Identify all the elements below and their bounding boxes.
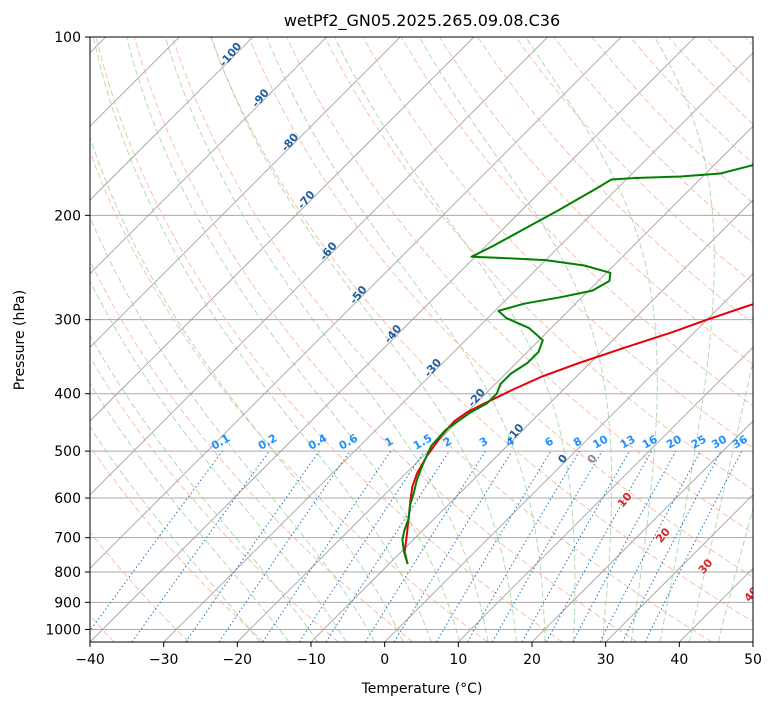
y-axis-label: Pressure (hPa) (12, 290, 28, 390)
isotherm-line (90, 37, 327, 275)
mixing-ratio-line (644, 450, 743, 642)
plot-frame (89, 36, 754, 643)
x-tick-label: 50 (744, 652, 762, 668)
mixing-ratio-line (572, 450, 677, 642)
y-tick-label: 700 (54, 531, 81, 547)
dry-adiabat-line (286, 37, 753, 534)
x-axis-label: Temperature (°C) (361, 681, 483, 697)
dry-adiabat-line (439, 37, 753, 365)
isotherm-line (90, 37, 622, 569)
mixing-ratio-line (521, 450, 630, 642)
dry-adiabat-line (90, 150, 488, 642)
series-layer (401, 163, 753, 565)
moist-adiabat-line (90, 426, 261, 642)
y-tick-label: 300 (54, 313, 81, 329)
x-tick-label: 40 (670, 652, 688, 668)
mixing-ratio-line (131, 450, 270, 642)
moist-adiabat-label: 40 (742, 584, 762, 604)
temperature-profile-line (403, 303, 753, 565)
x-tick-label: 10 (449, 652, 467, 668)
isotherm-line (163, 52, 753, 642)
x-tick-label: 30 (597, 652, 615, 668)
moist-adiabat-line (210, 37, 517, 642)
y-tick-label: 400 (54, 387, 81, 403)
moist-adiabat-line (688, 359, 753, 642)
dry-adiabat-line (95, 37, 563, 642)
mixing-ratio-line (393, 450, 513, 642)
x-tick-label: −40 (75, 652, 105, 668)
dry-adiabat-line (90, 259, 414, 642)
isotherm-line (531, 420, 753, 642)
isotherm-line (90, 37, 696, 642)
mixing-ratio-line (545, 450, 653, 642)
y-tick-label: 800 (54, 565, 81, 581)
dry-adiabat-line (248, 37, 753, 578)
mixing-ratio-line (90, 450, 223, 632)
isotherm-line (458, 346, 753, 642)
isotherm-line (384, 273, 753, 642)
x-tick-label: 0 (380, 652, 389, 668)
y-axis: 100 200 300 400 500 600 700 800 900 1000 (45, 30, 90, 638)
mixing-ratio-line (185, 450, 320, 642)
moist-adiabat-line (90, 382, 290, 642)
y-tick-label: 100 (54, 30, 81, 46)
x-axis: −40 −30 −20 −10 0 10 20 30 40 50 (75, 642, 762, 668)
isotherm-line (90, 37, 475, 422)
isotherm-line (605, 494, 753, 642)
dry-adiabat-line (515, 37, 753, 284)
y-tick-label: 900 (54, 595, 81, 611)
dry-adiabat-line (400, 37, 753, 407)
moist-adiabat-line (164, 37, 489, 642)
grid-layer (90, 37, 753, 642)
x-tick-label: −10 (296, 652, 326, 668)
x-tick-label: −30 (149, 652, 179, 668)
moist-adiabat-line (525, 37, 658, 642)
dry-adiabat-line (210, 37, 753, 623)
moist-adiabat-line (418, 37, 613, 642)
moist-adiabat-line (334, 37, 576, 642)
dry-adiabat-line (171, 37, 712, 642)
dewpoint-profile-line (401, 163, 753, 565)
moist-adiabat-line (90, 216, 376, 642)
isotherm-line (90, 37, 548, 496)
mixing-ratio-line (298, 450, 425, 642)
dry-adiabat-line (90, 356, 339, 642)
y-tick-label: 500 (54, 444, 81, 460)
moist-adiabat-line (266, 37, 546, 642)
x-tick-label: 20 (523, 652, 541, 668)
moist-adiabat-line (92, 37, 432, 642)
chart-title: wetPf2_GN05.2025.265.09.08.C36 (284, 11, 560, 31)
dry-adiabat-line (90, 445, 264, 642)
dry-adiabat-line (90, 531, 190, 642)
moist-adiabat-line (90, 135, 404, 642)
isotherm-line (90, 37, 401, 348)
y-tick-label: 600 (54, 491, 81, 507)
mixing-ratio-line (325, 450, 450, 642)
isotherm-line (90, 37, 254, 201)
moist-adiabat-line (126, 37, 461, 642)
moist-adiabat-line (90, 334, 319, 642)
isotherm-line (237, 125, 753, 642)
moist-adiabat-line (654, 37, 715, 642)
mixing-ratio-line (262, 450, 392, 642)
mixing-ratio-line (218, 450, 351, 642)
x-tick-label: −20 (223, 652, 253, 668)
y-tick-label: 200 (54, 208, 81, 224)
y-tick-label: 1000 (45, 622, 81, 638)
